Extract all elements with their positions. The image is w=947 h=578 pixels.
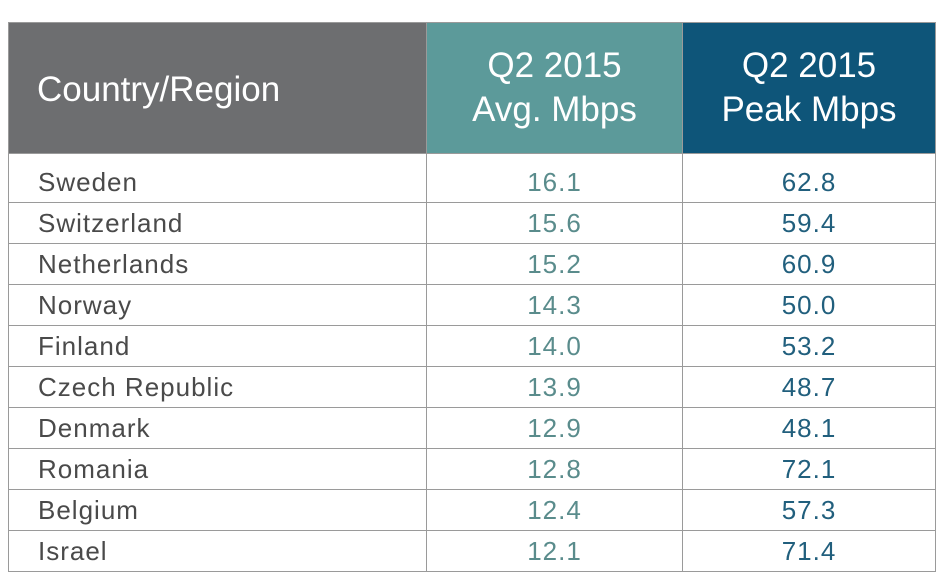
header-country: Country/Region: [8, 22, 427, 154]
country-cell: Denmark: [8, 407, 427, 449]
table-row: Israel 12.1 71.4: [8, 530, 936, 572]
peak-mbps-cell: 48.1: [682, 407, 936, 449]
table-row: Netherlands 15.2 60.9: [8, 243, 936, 285]
avg-mbps-cell: 12.9: [426, 407, 683, 449]
avg-mbps-cell: 12.1: [426, 530, 683, 572]
header-peak-line2: Peak Mbps: [721, 90, 897, 129]
speed-table: Country/Region Q2 2015 Avg. Mbps Q2 2015…: [8, 22, 936, 572]
header-avg-line1: Q2 2015: [487, 46, 622, 85]
table-row: Finland 14.0 53.2: [8, 325, 936, 367]
table-row: Norway 14.3 50.0: [8, 284, 936, 326]
peak-mbps-cell: 62.8: [682, 153, 936, 203]
avg-mbps-cell: 15.2: [426, 243, 683, 285]
header-avg-mbps: Q2 2015 Avg. Mbps: [426, 22, 683, 154]
avg-mbps-cell: 14.0: [426, 325, 683, 367]
avg-mbps-cell: 14.3: [426, 284, 683, 326]
peak-mbps-cell: 59.4: [682, 202, 936, 244]
country-cell: Netherlands: [8, 243, 427, 285]
country-cell: Czech Republic: [8, 366, 427, 408]
avg-mbps-cell: 12.4: [426, 489, 683, 531]
header-peak-mbps: Q2 2015 Peak Mbps: [682, 22, 936, 154]
peak-mbps-cell: 71.4: [682, 530, 936, 572]
country-cell: Israel: [8, 530, 427, 572]
country-cell: Finland: [8, 325, 427, 367]
table-row: Romania 12.8 72.1: [8, 448, 936, 490]
table-row: Sweden 16.1 62.8: [8, 153, 936, 203]
header-row: Country/Region Q2 2015 Avg. Mbps Q2 2015…: [8, 22, 936, 154]
table-row: Czech Republic 13.9 48.7: [8, 366, 936, 408]
peak-mbps-cell: 53.2: [682, 325, 936, 367]
peak-mbps-cell: 60.9: [682, 243, 936, 285]
country-cell: Switzerland: [8, 202, 427, 244]
speed-table-container: Country/Region Q2 2015 Avg. Mbps Q2 2015…: [8, 22, 936, 578]
country-cell: Romania: [8, 448, 427, 490]
peak-mbps-cell: 50.0: [682, 284, 936, 326]
table-row: Belgium 12.4 57.3: [8, 489, 936, 531]
avg-mbps-cell: 15.6: [426, 202, 683, 244]
header-avg-line2: Avg. Mbps: [472, 90, 637, 129]
peak-mbps-cell: 57.3: [682, 489, 936, 531]
country-cell: Sweden: [8, 153, 427, 203]
avg-mbps-cell: 16.1: [426, 153, 683, 203]
country-cell: Norway: [8, 284, 427, 326]
header-peak-line1: Q2 2015: [741, 46, 877, 85]
country-cell: Belgium: [8, 489, 427, 531]
peak-mbps-cell: 72.1: [682, 448, 936, 490]
peak-mbps-cell: 48.7: [682, 366, 936, 408]
avg-mbps-cell: 13.9: [426, 366, 683, 408]
avg-mbps-cell: 12.8: [426, 448, 683, 490]
table-row: Switzerland 15.6 59.4: [8, 202, 936, 244]
table-row: Denmark 12.9 48.1: [8, 407, 936, 449]
